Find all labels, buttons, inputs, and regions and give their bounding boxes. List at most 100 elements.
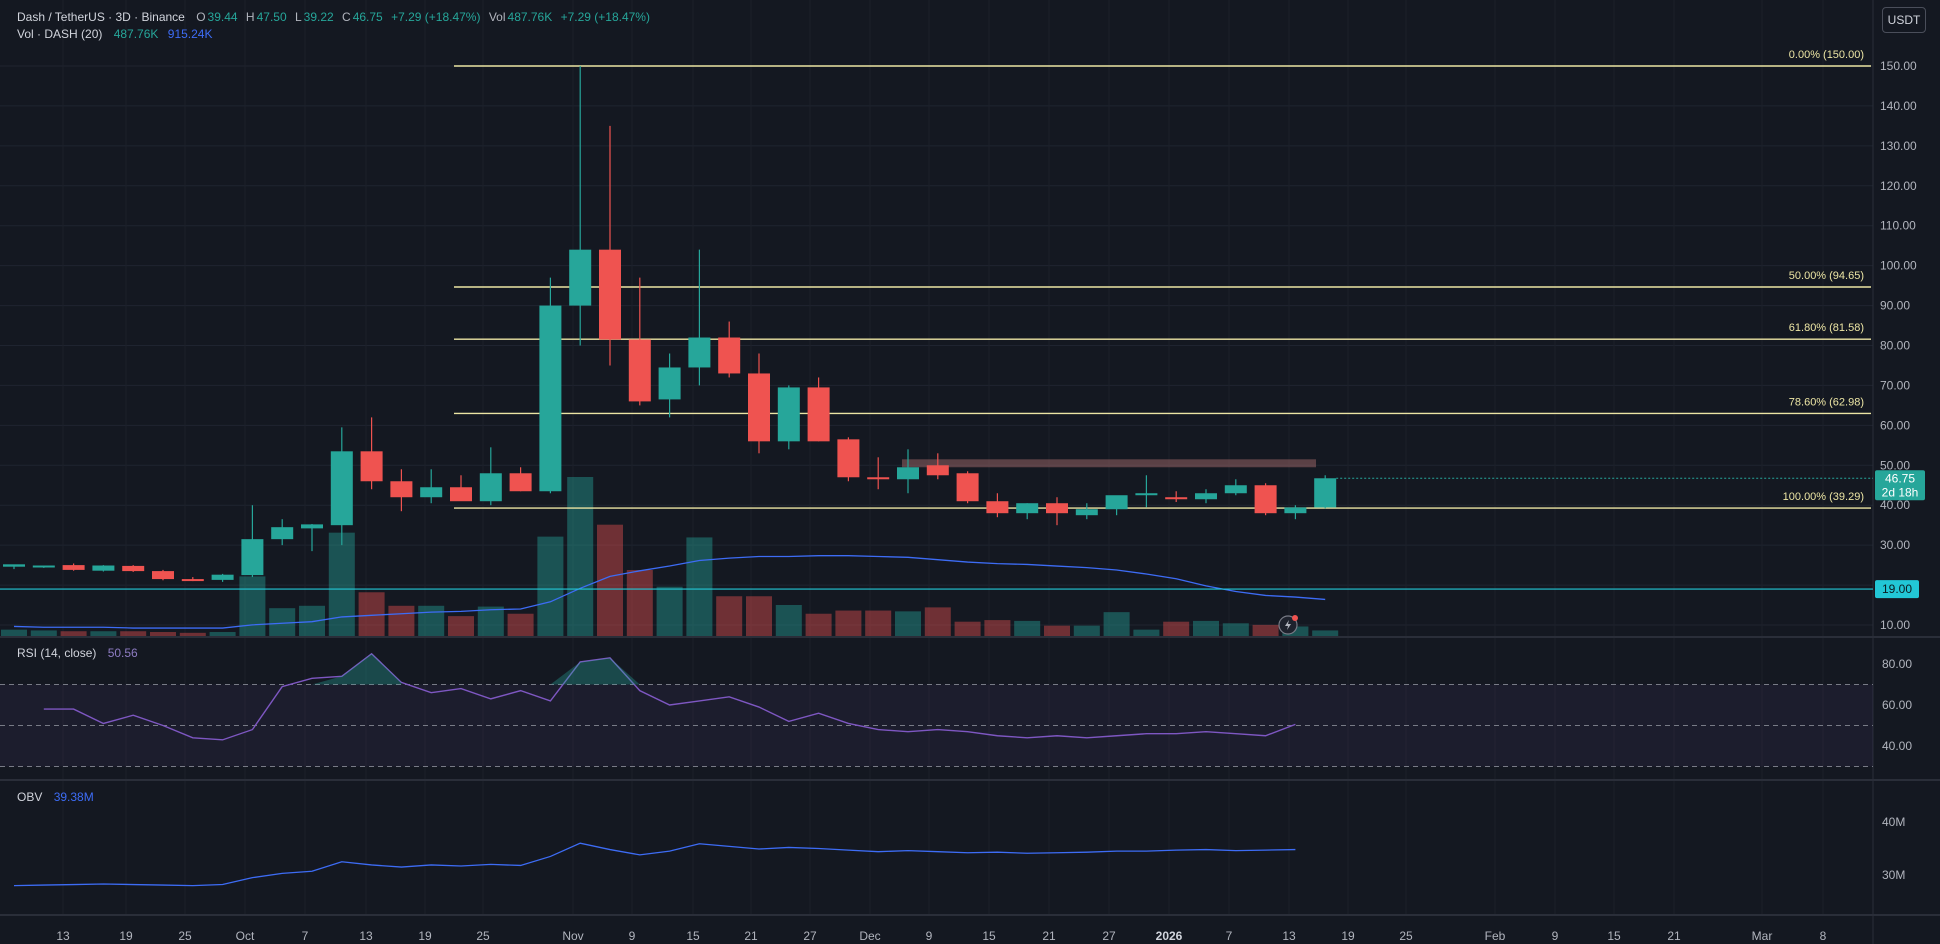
candle-body	[748, 373, 770, 442]
time-axis-label: 19	[119, 929, 133, 943]
price-axis-label: 100.00	[1880, 259, 1917, 273]
candle	[211, 573, 234, 582]
candle	[1016, 503, 1039, 520]
time-axis-label: Oct	[236, 929, 255, 943]
current-price-tag	[1875, 470, 1925, 501]
rsi-pane	[0, 652, 1873, 767]
candle	[986, 493, 1009, 518]
volume-bar	[239, 576, 266, 636]
candle-body	[718, 337, 741, 374]
volume-bar	[179, 632, 206, 636]
candle	[3, 564, 25, 570]
volume-bar	[388, 605, 415, 636]
candle	[718, 321, 741, 378]
fibonacci-retracement[interactable]: 0.00% (150.00) 50.00% (94.65) 61.80% (81.5…	[0, 49, 1873, 590]
candle-body	[271, 527, 294, 540]
currency-button[interactable]: USDT	[1882, 7, 1926, 33]
candle-body	[122, 565, 145, 572]
volume-bar	[1193, 620, 1219, 636]
obv-axis-label: 30M	[1882, 868, 1905, 882]
candle	[1224, 479, 1247, 496]
candle-body	[1046, 503, 1068, 514]
candle-body	[32, 565, 55, 568]
time-axis-label: Mar	[1752, 929, 1773, 943]
price-axis-label: 120.00	[1880, 179, 1917, 193]
obv-line	[13, 842, 1296, 887]
volume-bar	[537, 536, 564, 636]
candle	[956, 471, 979, 504]
volume-bar	[567, 477, 594, 636]
candle-body	[807, 387, 830, 442]
volume-bar	[1252, 624, 1279, 636]
candle-body	[420, 487, 443, 498]
time-axis-label: 13	[359, 929, 373, 943]
fib-level-label: 50.00% (94.65)	[1789, 270, 1864, 282]
candle	[241, 505, 264, 578]
candle	[926, 453, 949, 480]
volume-bar	[954, 621, 981, 636]
candle-body	[92, 565, 115, 571]
time-axis-label: 15	[1607, 929, 1621, 943]
resistance-zone[interactable]	[902, 459, 1316, 468]
candle	[122, 565, 145, 572]
price-axis-label: 60.00	[1880, 418, 1910, 432]
candle-body	[3, 564, 25, 567]
hline-price-tag	[1875, 580, 1919, 599]
candle	[1165, 491, 1188, 503]
candle-body	[956, 473, 979, 502]
candle	[539, 277, 562, 494]
candles	[3, 66, 1337, 582]
volume-bar	[686, 537, 713, 636]
candle-body	[152, 571, 174, 580]
price-axis-label: 150.00	[1880, 59, 1917, 73]
candle-body	[450, 487, 472, 502]
volume-bar	[895, 611, 921, 636]
time-axis-label: 27	[1102, 929, 1116, 943]
candle-body	[539, 305, 562, 492]
time-axis-label: 21	[744, 929, 758, 943]
candle-body	[1165, 497, 1188, 500]
rsi-axis-label: 80.00	[1882, 657, 1912, 671]
volume-bar	[1014, 620, 1041, 636]
candle	[330, 427, 353, 546]
candle	[420, 469, 443, 504]
volume-bar	[60, 631, 87, 636]
candle	[1254, 483, 1277, 516]
current-price-label: 46.75	[1885, 471, 1915, 485]
volume-bar	[507, 613, 534, 636]
candle-body	[1195, 493, 1217, 500]
time-axis-label: Feb	[1485, 929, 1506, 943]
volume-bar	[805, 613, 832, 636]
candle	[837, 437, 860, 482]
price-axis-label: 110.00	[1880, 219, 1916, 233]
volume-bar	[656, 586, 683, 636]
volume-bar	[120, 631, 147, 636]
candle	[301, 523, 323, 552]
candle	[152, 569, 174, 581]
time-axis-label: 13	[1282, 929, 1296, 943]
volume-bar	[299, 605, 325, 636]
candle	[479, 447, 502, 506]
candle-body	[658, 367, 681, 400]
price-axis-label: 10.00	[1880, 618, 1910, 632]
candle-body	[1135, 493, 1158, 496]
candle-body	[330, 451, 353, 526]
candle	[509, 467, 532, 492]
time-axis-label: 19	[1341, 929, 1355, 943]
time-axis-label: 13	[56, 929, 70, 943]
price-axis-label: 140.00	[1880, 99, 1917, 113]
volume-legend-label: Vol · DASH (20)	[17, 27, 103, 41]
low-value: 39.22	[303, 10, 334, 24]
volume-bar	[716, 596, 743, 636]
volume-bar	[1044, 625, 1070, 636]
candle	[599, 125, 621, 366]
rsi-axis-label: 60.00	[1882, 698, 1912, 712]
candle-body	[1254, 485, 1277, 514]
volume-bar	[924, 607, 951, 636]
volume-bar	[1282, 626, 1309, 636]
volume-bar	[328, 532, 355, 636]
